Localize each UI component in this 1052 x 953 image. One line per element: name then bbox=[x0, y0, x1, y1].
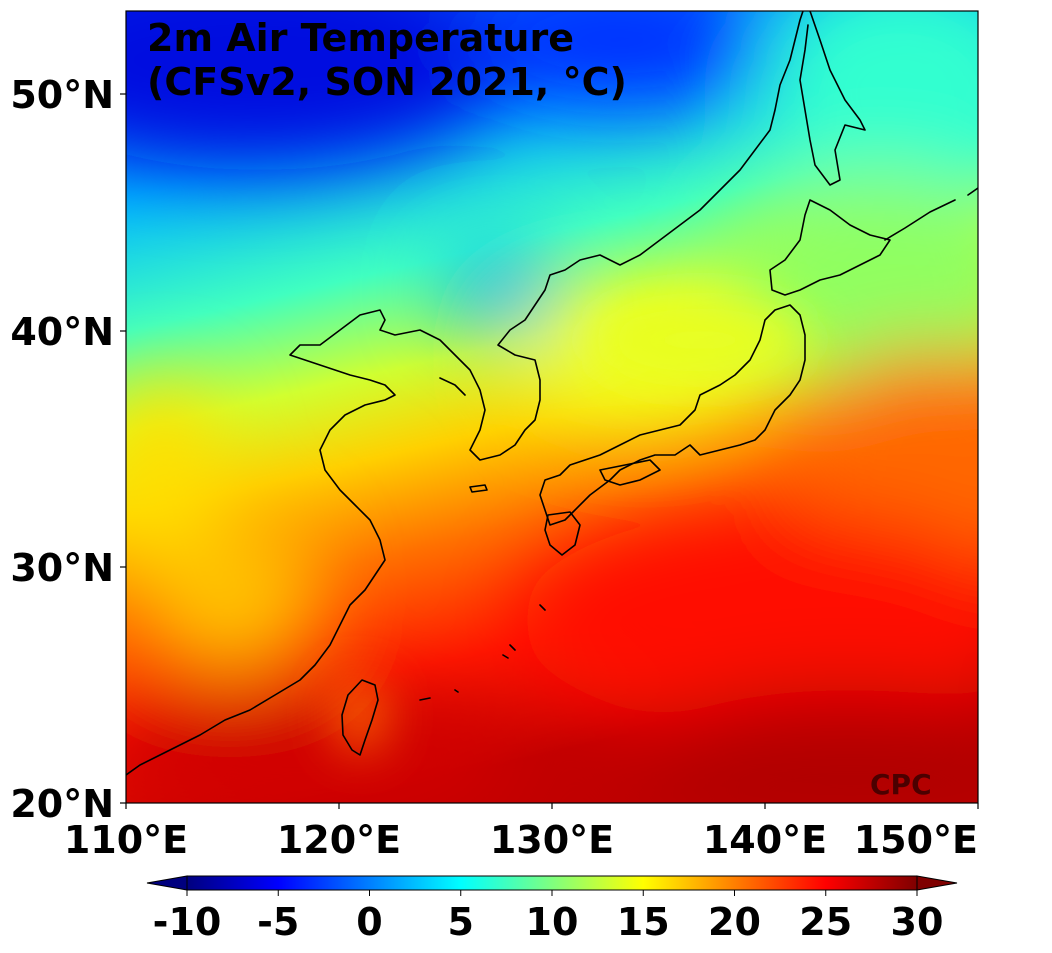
kyushu-coastline bbox=[544, 511, 581, 556]
colorbar-tick-label: 30 bbox=[891, 900, 944, 944]
lat-tick-label: 30°N bbox=[10, 546, 114, 590]
kuril-coastline bbox=[884, 199, 956, 241]
colorbar-tick-label: 5 bbox=[448, 900, 474, 944]
lat-axis: 50°N 40°N 30°N 20°N bbox=[10, 73, 126, 826]
colorbar-tick-label: 20 bbox=[708, 900, 761, 944]
japan-main-islands-coastline bbox=[539, 304, 806, 526]
kamchatka-tip-coastline bbox=[967, 187, 978, 196]
sakhalin-coastline bbox=[799, 11, 866, 186]
colorbar-tick-label: -5 bbox=[257, 900, 299, 944]
ryukyu-coastline bbox=[419, 604, 546, 701]
coastlines bbox=[126, 11, 978, 776]
colorbar-min-extend bbox=[146, 875, 188, 891]
colorbar: -10 -5 0 5 10 15 20 25 30 bbox=[146, 875, 958, 944]
colorbar-tick-label: 10 bbox=[526, 900, 579, 944]
bohai-coastline bbox=[439, 377, 466, 396]
temperature-field bbox=[126, 11, 978, 803]
lat-tick-label: 50°N bbox=[10, 73, 114, 117]
map-title-line1: 2m Air Temperature bbox=[147, 16, 574, 60]
lon-tick-label: 140°E bbox=[703, 818, 827, 862]
colorbar-tick-label: 25 bbox=[799, 900, 852, 944]
lon-axis: 110°E 120°E 130°E 140°E 150°E bbox=[64, 803, 979, 862]
map-title-line2: (CFSv2, SON 2021, °C) bbox=[147, 60, 627, 104]
colorbar-gradient bbox=[186, 875, 918, 891]
lon-tick-label: 120°E bbox=[277, 818, 401, 862]
colorbar-max-extend bbox=[916, 875, 958, 891]
colorbar-tick-label: 0 bbox=[356, 900, 382, 944]
shikoku-coastline bbox=[599, 459, 661, 486]
lon-tick-label: 150°E bbox=[854, 818, 978, 862]
taiwan-coastline bbox=[341, 679, 379, 756]
lon-tick-label: 110°E bbox=[64, 818, 188, 862]
hokkaido-coastline bbox=[769, 199, 891, 296]
jeju-coastline bbox=[469, 484, 488, 493]
colorbar-tick-label: 15 bbox=[617, 900, 670, 944]
colorbar-tick-label: -10 bbox=[153, 900, 222, 944]
lon-tick-label: 130°E bbox=[490, 818, 614, 862]
mainland-coastline bbox=[126, 11, 804, 776]
lat-tick-label: 20°N bbox=[10, 782, 114, 826]
lat-tick-label: 40°N bbox=[10, 310, 114, 354]
credit-label: CPC bbox=[870, 768, 932, 801]
